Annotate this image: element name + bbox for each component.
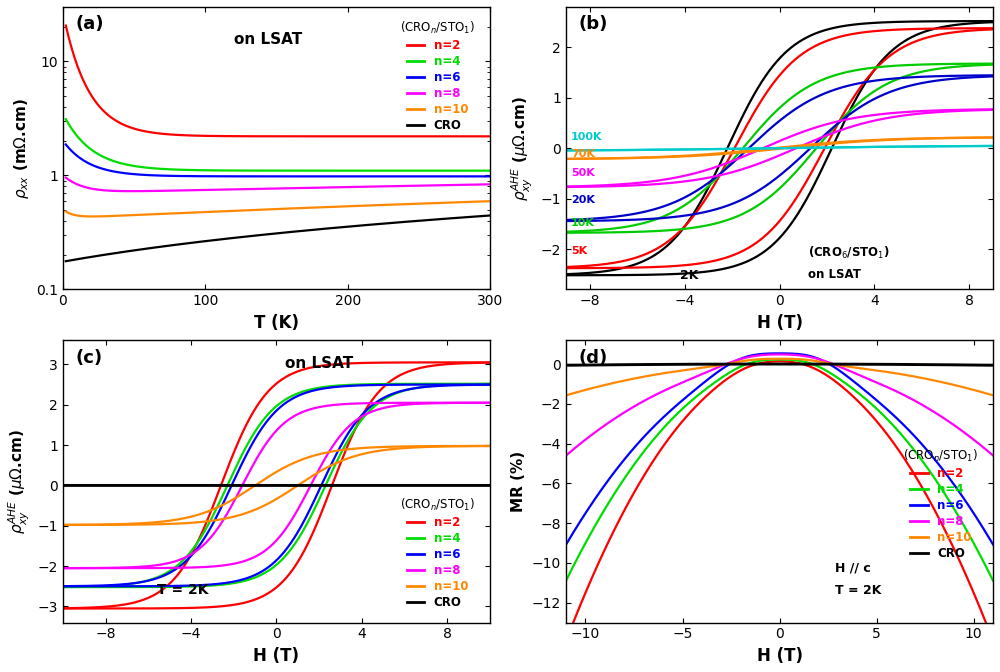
Text: 70K: 70K [571, 149, 595, 159]
Legend: n=2, n=4, n=6, n=8, n=10, CRO: n=2, n=4, n=6, n=8, n=10, CRO [395, 15, 480, 137]
Legend: n=2, n=4, n=6, n=8, n=10, CRO: n=2, n=4, n=6, n=8, n=10, CRO [395, 493, 480, 614]
Text: on LSAT: on LSAT [234, 32, 302, 46]
Legend: n=2, n=4, n=6, n=8, n=10, CRO: n=2, n=4, n=6, n=8, n=10, CRO [898, 444, 983, 564]
Text: H // c: H // c [835, 562, 871, 575]
Text: on LSAT: on LSAT [808, 268, 861, 282]
X-axis label: H (T): H (T) [757, 647, 803, 665]
Text: on LSAT: on LSAT [285, 356, 353, 372]
Text: 20K: 20K [571, 195, 595, 205]
Text: (a): (a) [76, 15, 104, 34]
Text: (c): (c) [76, 349, 103, 367]
X-axis label: T (K): T (K) [254, 314, 299, 332]
X-axis label: H (T): H (T) [757, 314, 803, 332]
Text: 10K: 10K [571, 218, 595, 228]
X-axis label: H (T): H (T) [253, 647, 299, 665]
Text: 100K: 100K [571, 132, 602, 142]
Y-axis label: $\rho_{xx}$ (m$\Omega$.cm): $\rho_{xx}$ (m$\Omega$.cm) [12, 97, 31, 199]
Text: 2K: 2K [680, 269, 698, 282]
Text: 5K: 5K [571, 246, 587, 256]
Text: T = 2K: T = 2K [835, 585, 881, 597]
Text: T = 2K: T = 2K [157, 583, 208, 597]
Y-axis label: MR (%): MR (%) [511, 451, 526, 512]
Text: (CRO$_6$/STO$_1$): (CRO$_6$/STO$_1$) [808, 245, 890, 261]
Y-axis label: $\rho_{xy}^{AHE}$ ($\mu\Omega$.cm): $\rho_{xy}^{AHE}$ ($\mu\Omega$.cm) [510, 95, 535, 201]
Text: 50K: 50K [571, 169, 595, 179]
Y-axis label: $\rho_{xy}^{AHE}$ ($\mu\Omega$.cm): $\rho_{xy}^{AHE}$ ($\mu\Omega$.cm) [7, 429, 32, 534]
Text: (b): (b) [579, 15, 608, 34]
Text: (d): (d) [579, 349, 608, 367]
